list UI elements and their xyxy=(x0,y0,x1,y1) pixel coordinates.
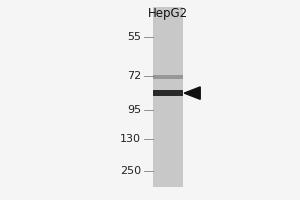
Bar xyxy=(153,90,183,96)
Bar xyxy=(153,75,183,79)
Text: 95: 95 xyxy=(127,105,141,115)
Bar xyxy=(153,7,183,187)
Text: 250: 250 xyxy=(120,166,141,176)
Polygon shape xyxy=(184,87,200,99)
Text: HepG2: HepG2 xyxy=(148,7,188,20)
Text: 72: 72 xyxy=(127,71,141,81)
Text: 130: 130 xyxy=(120,134,141,144)
Text: 55: 55 xyxy=(127,32,141,42)
